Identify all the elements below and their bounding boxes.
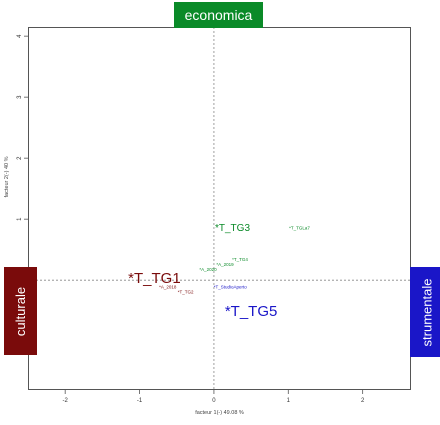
y-tick-label: 2 — [17, 156, 23, 160]
y-tick-label: 3 — [17, 95, 23, 99]
x-tick-label: 1 — [287, 398, 291, 404]
culturale-label: culturale — [4, 267, 37, 355]
x-tick-label: -1 — [137, 398, 143, 404]
x-tick-label: 0 — [212, 398, 216, 404]
data-point-label: *T_TG4 — [232, 257, 248, 262]
data-point-label: *T_StudioAperto — [214, 285, 248, 290]
data-point-label: *A_2018 — [159, 285, 177, 290]
x-tick-label: -2 — [63, 398, 69, 404]
data-point-label: *T_TG1 — [128, 270, 181, 287]
data-point-label: *A_2019 — [216, 262, 234, 267]
data-point-label: *A_2020 — [199, 267, 217, 272]
x-tick-label: 2 — [361, 398, 365, 404]
data-point-label: *T_TG2 — [178, 290, 194, 295]
strumentale-label-text: strumentale — [419, 278, 435, 346]
economica-label: economica — [174, 2, 263, 28]
data-point-label: *T_TG5 — [225, 303, 278, 320]
strumentale-label: strumentale — [410, 267, 440, 357]
data-point-label: *T_TG3 — [215, 223, 250, 234]
y-axis-title: facteur 2(-) 40 % — [4, 156, 10, 197]
economica-label-text: economica — [184, 7, 253, 23]
y-tick-label: 4 — [17, 34, 23, 38]
culturale-label-text: culturale — [13, 286, 29, 336]
y-tick-label: 1 — [17, 217, 23, 221]
data-point-label: *T_TGLa7 — [289, 226, 310, 231]
x-axis-title: facteur 1(-) 49.08 % — [195, 410, 244, 416]
